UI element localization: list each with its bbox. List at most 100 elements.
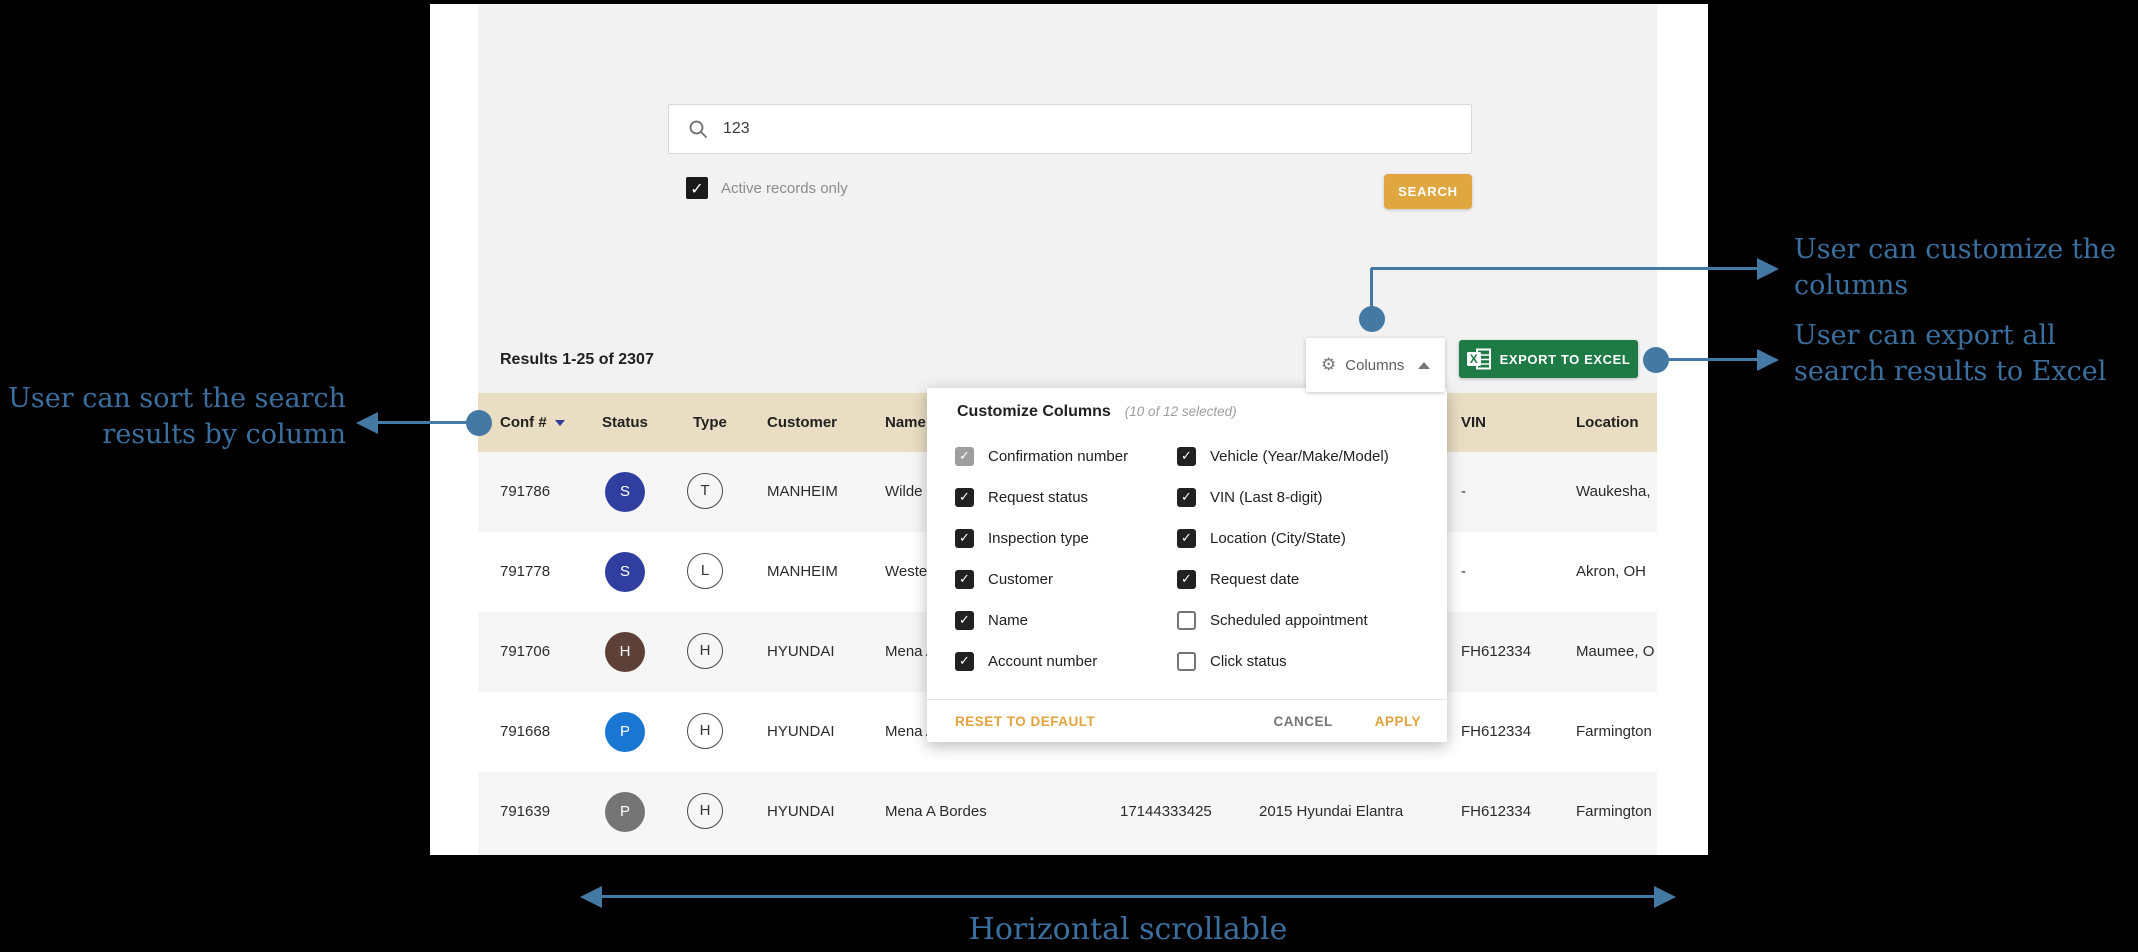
cell-location: Farmington	[1576, 723, 1652, 740]
checkbox-unchecked-icon[interactable]: ✓	[1177, 652, 1196, 671]
checkbox-checked-icon[interactable]: ✓	[955, 652, 974, 671]
column-header-name[interactable]: Name	[885, 414, 926, 431]
option-request-date[interactable]: ✓ Request date	[1177, 559, 1389, 600]
cell-location: Farmington	[1576, 803, 1652, 820]
cell-conf: 791639	[500, 803, 551, 820]
cell-vin: FH612334	[1461, 803, 1532, 820]
checkbox-checked-icon[interactable]: ✓	[955, 611, 974, 630]
cell-location: Akron, OH	[1576, 563, 1647, 580]
checkbox-checked-icon[interactable]: ✓	[1177, 529, 1196, 548]
checkbox-unchecked-icon[interactable]: ✓	[1177, 611, 1196, 630]
column-header-location[interactable]: Location	[1576, 414, 1639, 431]
annotation-line	[1371, 267, 1757, 270]
cell-conf: 791778	[500, 563, 551, 580]
type-badge: H	[687, 793, 723, 829]
annotation-export-excel: User can export all search results to Ex…	[1794, 320, 2107, 387]
option-customer[interactable]: ✓ Customer	[955, 559, 1128, 600]
option-scheduled-appointment[interactable]: ✓ Scheduled appointment	[1177, 600, 1389, 641]
option-click-status[interactable]: ✓ Click status	[1177, 641, 1389, 682]
excel-icon: X	[1466, 348, 1491, 370]
column-header-type[interactable]: Type	[693, 414, 727, 431]
search-input[interactable]	[721, 119, 1425, 139]
apply-button[interactable]: APPLY	[1374, 713, 1421, 729]
annotation-arrow-left-icon	[356, 412, 378, 434]
svg-text:X: X	[1469, 352, 1478, 366]
reset-to-default-button[interactable]: RESET TO DEFAULT	[955, 713, 1096, 729]
cancel-button[interactable]: CANCEL	[1273, 713, 1333, 729]
annotation-line	[1370, 268, 1373, 320]
search-icon	[689, 120, 708, 138]
checkbox-disabled-icon: ✓	[955, 447, 974, 466]
cell-location: Maumee, O	[1576, 643, 1655, 660]
popup-options-right: ✓ Vehicle (Year/Make/Model) ✓ VIN (Last …	[1177, 436, 1389, 682]
annotation-customize-columns: User can customize the columns	[1794, 234, 2116, 301]
cell-name: Western	[885, 563, 941, 580]
popup-footer: RESET TO DEFAULT CANCEL APPLY	[927, 699, 1447, 742]
results-summary: Results 1-25 of 2307	[500, 351, 654, 368]
popup-title: Customize Columns	[957, 403, 1111, 420]
search-button[interactable]: SEARCH	[1384, 174, 1472, 209]
type-badge: H	[687, 633, 723, 669]
cell-conf: 791786	[500, 483, 551, 500]
option-account-number[interactable]: ✓ Account number	[955, 641, 1128, 682]
annotation-arrow-right-icon	[1757, 349, 1779, 371]
annotation-line	[378, 421, 468, 424]
column-header-vin[interactable]: VIN	[1461, 414, 1487, 431]
option-request-status[interactable]: ✓ Request status	[955, 477, 1128, 518]
cell-customer: HYUNDAI	[767, 723, 835, 740]
search-box[interactable]	[668, 104, 1472, 154]
cell-vin: -	[1461, 483, 1466, 500]
annotation-arrow-right-icon	[1654, 886, 1676, 908]
column-header-conf[interactable]: Conf #	[500, 393, 565, 452]
annotation-horizontal-scrollable: Horizontal scrollable	[968, 912, 1288, 947]
option-vin[interactable]: ✓ VIN (Last 8-digit)	[1177, 477, 1389, 518]
checkbox-checked-icon[interactable]: ✓	[1177, 570, 1196, 589]
popup-selected-count: (10 of 12 selected)	[1124, 404, 1237, 419]
cell-name: Mena A Bordes	[885, 803, 987, 820]
active-records-row[interactable]: ✓ Active records only	[686, 177, 848, 199]
active-records-label: Active records only	[721, 179, 848, 197]
annotation-line	[600, 895, 1656, 898]
status-badge: P	[605, 712, 645, 752]
status-badge: S	[605, 472, 645, 512]
checkbox-checked-icon[interactable]: ✓	[1177, 488, 1196, 507]
option-vehicle[interactable]: ✓ Vehicle (Year/Make/Model)	[1177, 436, 1389, 477]
columns-button-label: Columns	[1345, 356, 1405, 374]
customize-columns-popup: Customize Columns (10 of 12 selected) ✓ …	[927, 388, 1447, 742]
popup-options-left: ✓ Confirmation number ✓ Request status ✓…	[955, 436, 1128, 682]
cell-conf: 791706	[500, 643, 551, 660]
option-location[interactable]: ✓ Location (City/State)	[1177, 518, 1389, 559]
cell-conf: 791668	[500, 723, 551, 740]
columns-button[interactable]: ⚙ Columns	[1306, 338, 1445, 392]
cell-customer: HYUNDAI	[767, 643, 835, 660]
column-header-status[interactable]: Status	[602, 414, 648, 431]
cell-vehicle: 2015 Hyundai Elantra	[1259, 803, 1404, 820]
option-confirmation-number[interactable]: ✓ Confirmation number	[955, 436, 1128, 477]
checkbox-checked-icon[interactable]: ✓	[955, 570, 974, 589]
annotation-arrow-left-icon	[580, 886, 602, 908]
option-name[interactable]: ✓ Name	[955, 600, 1128, 641]
checkbox-checked-icon[interactable]: ✓	[1177, 447, 1196, 466]
table-row[interactable]: 791639 P H HYUNDAI Mena A Bordes 1714433…	[478, 772, 1657, 852]
cell-name: Wilde B	[885, 483, 937, 500]
status-badge: H	[605, 632, 645, 672]
checkbox-checked-icon[interactable]: ✓	[955, 488, 974, 507]
export-button-label: EXPORT TO EXCEL	[1499, 351, 1631, 367]
active-records-checkbox[interactable]: ✓	[686, 177, 708, 199]
status-badge: P	[605, 792, 645, 832]
export-to-excel-button[interactable]: X EXPORT TO EXCEL	[1459, 340, 1638, 378]
sort-desc-icon	[554, 420, 565, 427]
cell-customer: MANHEIM	[767, 563, 838, 580]
type-badge: T	[687, 473, 723, 509]
checkbox-checked-icon[interactable]: ✓	[955, 529, 974, 548]
status-badge: S	[605, 552, 645, 592]
chevron-up-icon	[1418, 361, 1431, 369]
column-header-customer[interactable]: Customer	[767, 414, 838, 431]
cell-account: 17144333425	[1120, 803, 1212, 820]
option-inspection-type[interactable]: ✓ Inspection type	[955, 518, 1128, 559]
cell-vin: FH612334	[1461, 723, 1532, 740]
cell-customer: HYUNDAI	[767, 803, 835, 820]
annotation-sort-columns: User can sort the search results by colu…	[8, 383, 346, 450]
cell-vin: FH612334	[1461, 643, 1532, 660]
